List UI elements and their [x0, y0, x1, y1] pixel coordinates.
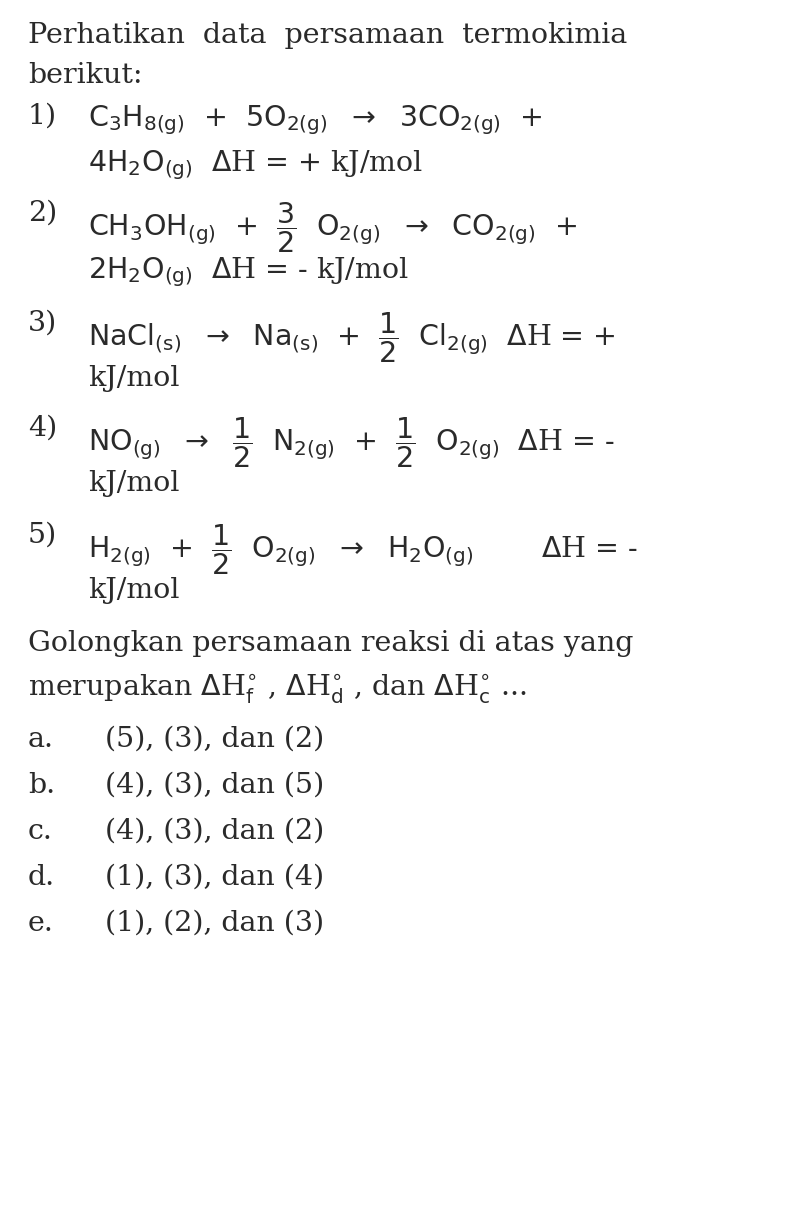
Text: Perhatikan  data  persamaan  termokimia: Perhatikan data persamaan termokimia	[28, 22, 627, 49]
Text: 5): 5)	[28, 522, 57, 548]
Text: (4), (3), dan (2): (4), (3), dan (2)	[105, 818, 324, 845]
Text: 4): 4)	[28, 415, 57, 441]
Text: berikut:: berikut:	[28, 62, 143, 89]
Text: $\mathrm{2H_2O_{(g)}}$  $\Delta$H = - kJ/mol: $\mathrm{2H_2O_{(g)}}$ $\Delta$H = - kJ/…	[88, 255, 409, 288]
Text: a.: a.	[28, 726, 54, 753]
Text: 1): 1)	[28, 103, 57, 130]
Text: (1), (3), dan (4): (1), (3), dan (4)	[105, 865, 324, 891]
Text: merupakan $\Delta$H$^{\circ}_{\mathrm{f}}$ , $\Delta$H$^{\circ}_{\mathrm{d}}$ , : merupakan $\Delta$H$^{\circ}_{\mathrm{f}…	[28, 672, 527, 705]
Text: $\mathrm{4H_2O_{(g)}}$  $\Delta$H = + kJ/mol: $\mathrm{4H_2O_{(g)}}$ $\Delta$H = + kJ/…	[88, 148, 424, 181]
Text: b.: b.	[28, 772, 55, 799]
Text: (5), (3), dan (2): (5), (3), dan (2)	[105, 726, 324, 753]
Text: d.: d.	[28, 865, 55, 891]
Text: e.: e.	[28, 910, 54, 938]
Text: $\mathrm{NO_{(g)}}$  $\rightarrow$  $\dfrac{1}{2}$  $\mathrm{N_{2(g)}}$  +  $\df: $\mathrm{NO_{(g)}}$ $\rightarrow$ $\dfra…	[88, 415, 614, 469]
Text: (4), (3), dan (5): (4), (3), dan (5)	[105, 772, 324, 799]
Text: 3): 3)	[28, 310, 57, 337]
Text: (1), (2), dan (3): (1), (2), dan (3)	[105, 910, 324, 938]
Text: $\mathrm{CH_3OH_{(g)}}$  +  $\dfrac{3}{2}$  $\mathrm{O_{2(g)}}$  $\rightarrow$  : $\mathrm{CH_3OH_{(g)}}$ + $\dfrac{3}{2}$…	[88, 199, 577, 255]
Text: kJ/mol: kJ/mol	[88, 471, 180, 497]
Text: Golongkan persamaan reaksi di atas yang: Golongkan persamaan reaksi di atas yang	[28, 630, 634, 657]
Text: kJ/mol: kJ/mol	[88, 578, 180, 604]
Text: kJ/mol: kJ/mol	[88, 365, 180, 392]
Text: 2): 2)	[28, 199, 57, 227]
Text: $\mathrm{C_3H_{8(g)}}$  +  $\mathrm{5O_{2(g)}}$  $\rightarrow$  $\mathrm{3CO_{2(: $\mathrm{C_3H_{8(g)}}$ + $\mathrm{5O_{2(…	[88, 103, 543, 136]
Text: $\mathrm{NaCl_{(s)}}$  $\rightarrow$  $\mathrm{Na_{(s)}}$  +  $\dfrac{1}{2}$  $\: $\mathrm{NaCl_{(s)}}$ $\rightarrow$ $\ma…	[88, 310, 616, 365]
Text: $\mathrm{H_{2(g)}}$  +  $\dfrac{1}{2}$  $\mathrm{O_{2(g)}}$  $\rightarrow$  $\ma: $\mathrm{H_{2(g)}}$ + $\dfrac{1}{2}$ $\m…	[88, 522, 638, 576]
Text: c.: c.	[28, 818, 53, 845]
